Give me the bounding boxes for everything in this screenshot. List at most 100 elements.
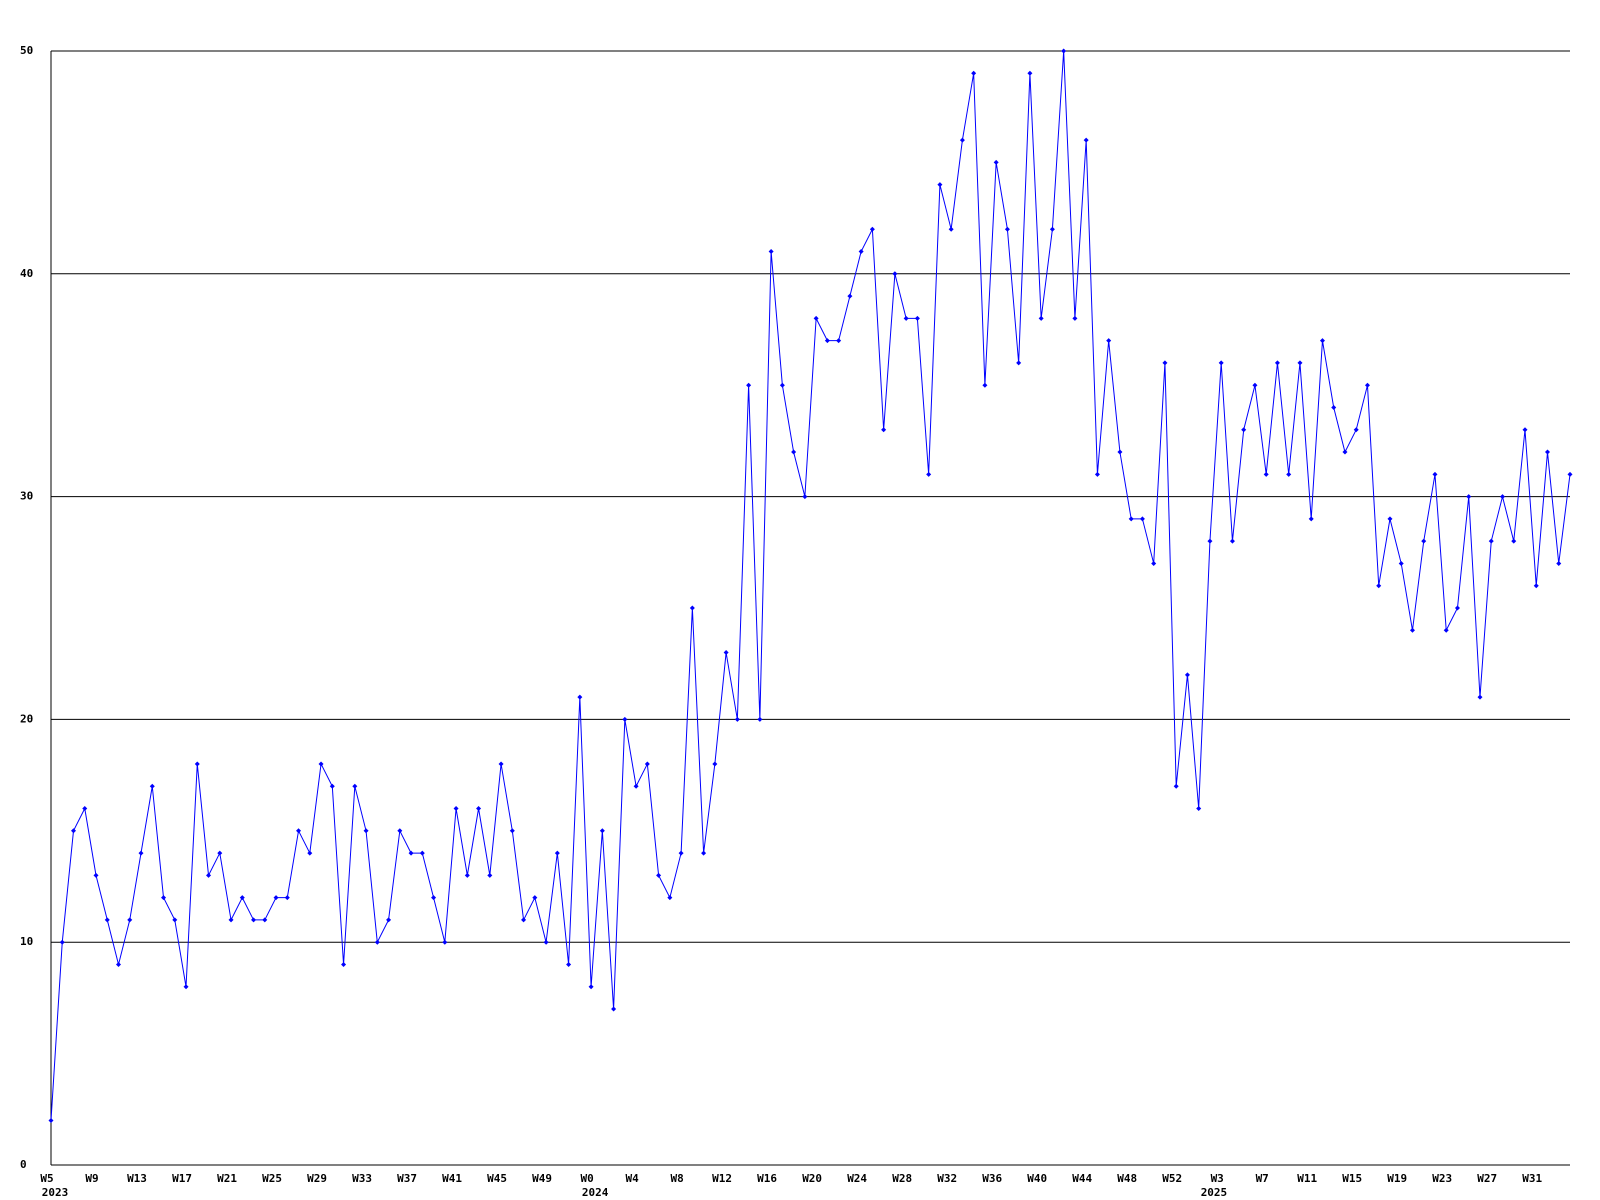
x-tick-label: W21 (217, 1172, 237, 1185)
data-point (138, 850, 144, 856)
data-point (847, 293, 853, 299)
x-tick-label: W9 (85, 1172, 98, 1185)
x-tick-label: W7 (1256, 1172, 1269, 1185)
data-point (1049, 226, 1055, 232)
data-point (104, 917, 110, 923)
data-point (521, 917, 527, 923)
data-point (498, 761, 504, 767)
data-point (1274, 360, 1280, 366)
data-point (1466, 494, 1472, 500)
data-point (1038, 315, 1044, 321)
data-point (453, 806, 459, 812)
data-point (273, 895, 279, 901)
data-point (802, 494, 808, 500)
data-point (1027, 70, 1033, 76)
data-point (1173, 783, 1179, 789)
data-point (948, 226, 954, 232)
data-point (1229, 538, 1235, 544)
data-point (341, 961, 347, 967)
data-point (971, 70, 977, 76)
data-point (464, 872, 470, 878)
x-tick-label: W36 (982, 1172, 1002, 1185)
data-point (869, 226, 875, 232)
data-point (284, 895, 290, 901)
x-tick-label: W29 (307, 1172, 327, 1185)
data-point (914, 315, 920, 321)
data-point (746, 382, 752, 388)
data-point (734, 716, 740, 722)
data-point (791, 449, 797, 455)
data-point (262, 917, 268, 923)
data-point (824, 338, 830, 344)
data-point (217, 850, 223, 856)
data-point (1454, 605, 1460, 611)
series-line (50, 50, 1571, 1121)
data-point (442, 939, 448, 945)
y-tick-label: 10 (20, 935, 33, 948)
data-point (172, 917, 178, 923)
data-point (1398, 560, 1404, 566)
data-point (1106, 338, 1112, 344)
data-point (712, 761, 718, 767)
data-point (1263, 471, 1269, 477)
data-point (1297, 360, 1303, 366)
x-tick-label: W4 (625, 1172, 639, 1185)
data-point (251, 917, 257, 923)
y-tick-label: 30 (20, 490, 33, 503)
data-point (689, 605, 695, 611)
x-tick-label: W8 (670, 1172, 683, 1185)
data-point (982, 382, 988, 388)
data-point (116, 961, 122, 967)
data-point (318, 761, 324, 767)
data-point (183, 984, 189, 990)
data-point (1409, 627, 1415, 633)
y-tick-label: 0 (20, 1158, 27, 1171)
x-tick-label: W45 (487, 1172, 507, 1185)
data-point (836, 338, 842, 344)
year-label: 2023 (42, 1186, 69, 1199)
data-point (701, 850, 707, 856)
x-tick-label: W32 (937, 1172, 957, 1185)
data-point (386, 917, 392, 923)
data-point (588, 984, 594, 990)
data-point (1083, 137, 1089, 143)
data-point (779, 382, 785, 388)
data-point (1196, 806, 1202, 812)
data-point (1567, 471, 1573, 477)
data-point (926, 471, 932, 477)
x-tick-label: W12 (712, 1172, 732, 1185)
x-tick-label: W44 (1072, 1172, 1092, 1185)
data-point (307, 850, 313, 856)
data-point (1443, 627, 1449, 633)
x-tick-label: W52 (1162, 1172, 1182, 1185)
x-tick-label: W24 (847, 1172, 867, 1185)
data-point (1207, 538, 1213, 544)
data-point (1533, 583, 1539, 589)
data-point (1094, 471, 1100, 477)
data-point (1499, 494, 1505, 500)
data-point (1353, 427, 1359, 433)
data-point (59, 939, 65, 945)
x-tick-label: W37 (397, 1172, 417, 1185)
data-point (1331, 404, 1337, 410)
x-tick-label: W23 (1432, 1172, 1452, 1185)
data-point (329, 783, 335, 789)
data-point (768, 249, 774, 255)
data-point (1477, 694, 1483, 700)
data-point (566, 961, 572, 967)
data-point (408, 850, 414, 856)
year-label: 2025 (1201, 1186, 1228, 1199)
y-tick-label: 50 (20, 44, 33, 57)
data-point (431, 895, 437, 901)
data-point (1061, 48, 1067, 54)
data-point (577, 694, 583, 700)
data-point (1522, 427, 1528, 433)
x-tick-label: W3 (1211, 1172, 1224, 1185)
data-point (206, 872, 212, 878)
data-point (858, 249, 864, 255)
data-point (678, 850, 684, 856)
data-point (622, 716, 628, 722)
x-tick-label: W5 (40, 1172, 53, 1185)
data-point (476, 806, 482, 812)
data-point (363, 828, 369, 834)
